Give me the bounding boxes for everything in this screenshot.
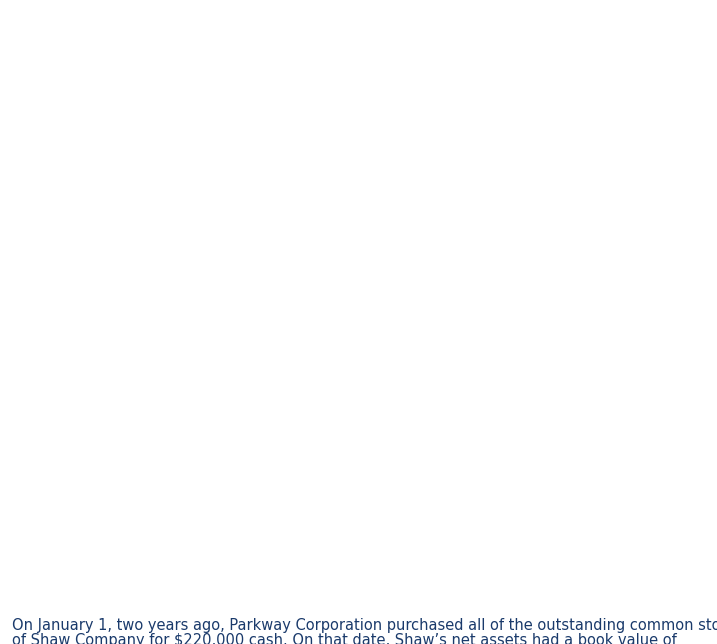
Text: On January 1, two years ago, Parkway Corporation purchased all of the outstandin: On January 1, two years ago, Parkway Cor…: [12, 618, 717, 633]
Text: of Shaw Company for $220,000 cash. On that date, Shaw’s net assets had a book va: of Shaw Company for $220,000 cash. On th…: [12, 634, 677, 644]
